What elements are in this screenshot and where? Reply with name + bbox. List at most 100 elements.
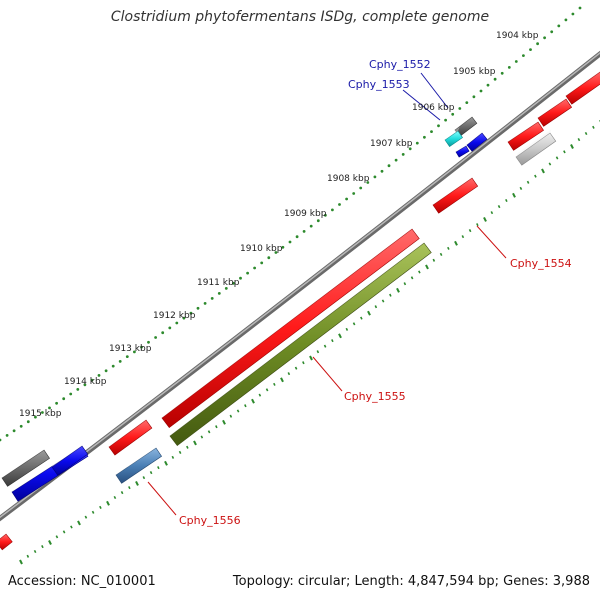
ruler-minor-tick (331, 339, 334, 343)
ruler-minor-tick (389, 293, 392, 297)
ruler-minor-tick (352, 322, 356, 326)
ruler-dot (203, 302, 207, 305)
gene-cphy-1553 (444, 127, 463, 147)
gene-body (565, 71, 600, 105)
ruler-dot (189, 311, 193, 315)
ruler-tick-label: 1915 kbp (19, 409, 62, 419)
ruler-tick-label: 1908 kbp (327, 174, 370, 184)
ruler-dot (331, 208, 334, 212)
ruler-minor-tick (468, 229, 472, 233)
ruler-dot (529, 48, 532, 51)
ruler-dot (465, 101, 469, 104)
ruler-minor-tick (33, 549, 37, 554)
ruler-dot (83, 383, 87, 387)
ruler-major-tick (19, 559, 23, 565)
ruler-dot (500, 71, 504, 75)
ruler-dot (338, 203, 341, 206)
ruler-dot (507, 66, 511, 69)
ruler-dot (557, 24, 561, 28)
genome-backbone (0, 50, 600, 522)
ruler-major-tick (454, 240, 458, 246)
ruler-dot (373, 175, 377, 179)
ruler-minor-tick (273, 382, 276, 386)
ruler-minor-tick (41, 545, 44, 549)
ruler-dot (295, 235, 299, 239)
ruler-dot (133, 350, 136, 354)
accession-text: Accession: NC_010001 (8, 574, 156, 589)
ruler-dot (260, 261, 264, 265)
gene-bevel (0, 530, 8, 539)
ruler-dot (352, 192, 356, 195)
ruler-minor-tick (439, 252, 443, 256)
ruler-tick-label: 1905 kbp (453, 67, 496, 77)
ruler-dot (479, 89, 483, 93)
gene-cphy-1552 (466, 129, 488, 152)
gene-bevel (109, 416, 148, 447)
ruler-minor-tick (592, 125, 595, 129)
ruler-minor-tick (345, 327, 349, 331)
gene-red-feature (537, 95, 573, 127)
ruler-dot (34, 415, 37, 419)
ruler-dot (104, 369, 108, 373)
ruler-dot (41, 411, 44, 414)
ruler-dot (224, 287, 228, 290)
ruler-minor-tick (128, 486, 131, 490)
ruler-dot (578, 6, 582, 10)
ruler-dot (309, 224, 313, 228)
ruler-major-tick (367, 310, 371, 316)
gene-label-cphy-1554: Cphy_1554 (510, 257, 572, 270)
gene-bevel (433, 174, 474, 205)
ruler-tick-label: 1913 kbp (109, 344, 152, 354)
gene-body (0, 533, 13, 551)
ruler-dot (274, 251, 278, 254)
ruler-major-tick (309, 355, 313, 361)
ruler-dot (401, 153, 405, 156)
ruler-dot (0, 438, 2, 442)
gene-red-feature (0, 530, 13, 551)
ruler-dot (380, 169, 384, 173)
gene-bevel (445, 127, 460, 140)
gene-body (507, 121, 544, 151)
map-title: Clostridium phytofermentans ISDg, comple… (110, 9, 490, 25)
ruler-dot (5, 434, 9, 437)
ruler-dot (458, 107, 462, 110)
ruler-minor-tick (178, 450, 182, 454)
ruler-dot (246, 271, 250, 275)
ruler-tick-label: 1912 kbp (153, 311, 196, 321)
ruler-minor-tick (577, 138, 581, 142)
ruler-major-tick (106, 500, 110, 506)
gene-body (432, 177, 479, 214)
ruler-dot (175, 321, 179, 325)
ruler-minor-tick (447, 246, 450, 250)
ruler-dot (19, 424, 23, 428)
ruler-major-tick (570, 144, 574, 149)
gene-bevel (456, 142, 468, 152)
ruler-minor-tick (244, 404, 247, 408)
ruler-minor-tick (157, 466, 160, 470)
ruler-dot (267, 256, 271, 260)
ruler-dot (543, 36, 546, 40)
gene-body (515, 132, 557, 166)
ruler-tick-label: 1914 kbp (64, 377, 107, 387)
ruler-minor-tick (186, 445, 189, 449)
ruler-dot (571, 12, 575, 16)
gene-bevel (467, 129, 484, 145)
ruler-dot (118, 360, 122, 363)
inner-ruler (19, 120, 600, 565)
gene-body (537, 98, 573, 127)
ruler-dot (168, 326, 172, 330)
ruler-dot (154, 336, 158, 339)
ruler-dot (210, 297, 214, 300)
ruler-dot (90, 378, 94, 382)
ruler-major-tick (164, 460, 168, 466)
ruler-minor-tick (258, 393, 262, 397)
ruler-major-tick (135, 480, 139, 486)
gene-label-cphy-1555: Cphy_1555 (344, 390, 406, 403)
ruler-dot (564, 18, 568, 22)
ruler-minor-tick (360, 316, 363, 320)
ruler-minor-tick (555, 156, 559, 160)
genome-summary-text: Topology: circular; Length: 4,847,594 bp… (232, 574, 590, 589)
leader-line (402, 89, 441, 121)
gene-gray-feature (515, 129, 557, 166)
ruler-dot (125, 355, 129, 358)
